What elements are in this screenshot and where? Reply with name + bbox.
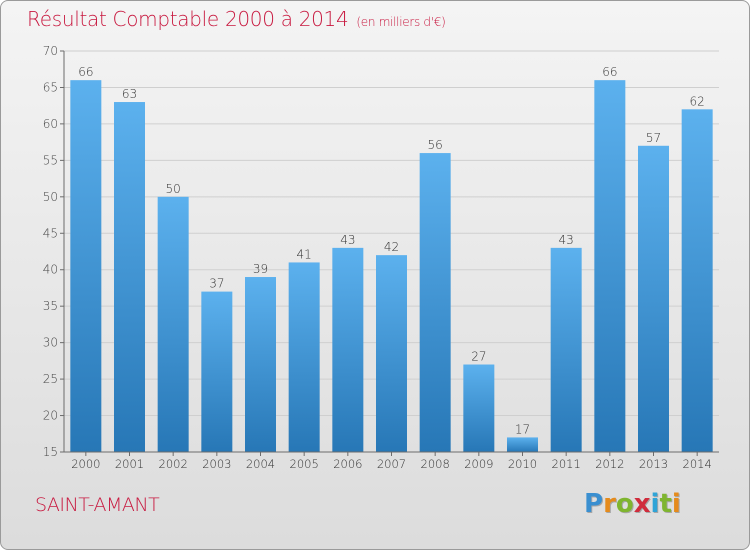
proxiti-logo: Proxiti <box>584 489 681 519</box>
logo-letter: x <box>633 489 651 519</box>
x-tick-label: 2000 <box>71 457 100 471</box>
y-tick-label: 45 <box>43 226 58 240</box>
city-name: SAINT-AMANT <box>35 494 160 516</box>
bar-value-label: 66 <box>602 65 617 79</box>
y-tick-label: 20 <box>43 409 58 423</box>
bar <box>157 196 189 452</box>
bar-value-label: 42 <box>384 240 399 254</box>
y-tick-label: 65 <box>43 80 58 94</box>
bar-value-label: 63 <box>122 87 137 101</box>
bar <box>463 364 495 452</box>
bar <box>681 109 713 452</box>
x-tick-label: 2002 <box>159 457 188 471</box>
bar <box>376 255 407 452</box>
bar <box>201 291 233 452</box>
x-tick-label: 2008 <box>421 457 450 471</box>
bar-value-label: 56 <box>428 138 443 152</box>
x-tick-label: 2012 <box>595 457 624 471</box>
x-tick-label: 2013 <box>639 457 668 471</box>
y-tick-label: 40 <box>43 263 58 277</box>
bar <box>594 80 626 452</box>
bar-value-label: 43 <box>559 233 574 247</box>
x-tick-label: 2004 <box>246 457 275 471</box>
chart-subtitle: (en milliers d'€) <box>356 15 446 29</box>
x-tick-label: 2003 <box>202 457 231 471</box>
y-tick-label: 35 <box>43 299 58 313</box>
bar <box>507 437 538 452</box>
bar <box>332 247 364 452</box>
bar <box>114 102 145 452</box>
bar-value-label: 37 <box>209 277 224 291</box>
bar <box>550 247 582 452</box>
y-tick-label: 50 <box>43 190 58 204</box>
bar <box>638 145 669 453</box>
logo-letter: i <box>650 489 660 519</box>
x-tick-label: 2011 <box>552 457 581 471</box>
chart-title: Résultat Comptable 2000 à 2014 (en millie… <box>27 7 446 31</box>
x-tick-label: 2007 <box>377 457 406 471</box>
y-tick-label: 60 <box>43 117 58 131</box>
x-tick-label: 2014 <box>683 457 712 471</box>
x-tick-label: 2010 <box>508 457 537 471</box>
bar-value-label: 57 <box>646 131 661 145</box>
bar-value-label: 39 <box>253 262 268 276</box>
y-tick-label: 55 <box>43 153 58 167</box>
logo-letter: r <box>603 489 616 519</box>
y-tick-label: 70 <box>43 44 58 58</box>
bar-value-label: 17 <box>515 422 530 436</box>
bar <box>288 262 320 452</box>
bar <box>245 277 276 452</box>
x-tick-label: 2005 <box>290 457 319 471</box>
bar <box>70 80 102 452</box>
bar-value-label: 43 <box>340 233 355 247</box>
y-tick-label: 25 <box>43 372 58 386</box>
logo-letter: i <box>671 489 681 519</box>
logo-letter: t <box>659 489 672 519</box>
x-tick-label: 2009 <box>464 457 493 471</box>
y-tick-label: 30 <box>43 336 58 350</box>
bar-value-label: 62 <box>690 94 705 108</box>
chart-title-text: Résultat Comptable 2000 à 2014 <box>27 7 349 31</box>
bar <box>419 153 451 452</box>
x-tick-label: 2001 <box>115 457 144 471</box>
bar-value-label: 66 <box>78 65 93 79</box>
bar-value-label: 41 <box>297 247 312 261</box>
logo-letter: P <box>584 489 604 519</box>
y-tick-label: 15 <box>43 445 58 459</box>
logo-letter: o <box>615 489 634 519</box>
x-tick-label: 2006 <box>333 457 362 471</box>
bar-value-label: 50 <box>166 182 181 196</box>
bar-value-label: 27 <box>471 350 486 364</box>
